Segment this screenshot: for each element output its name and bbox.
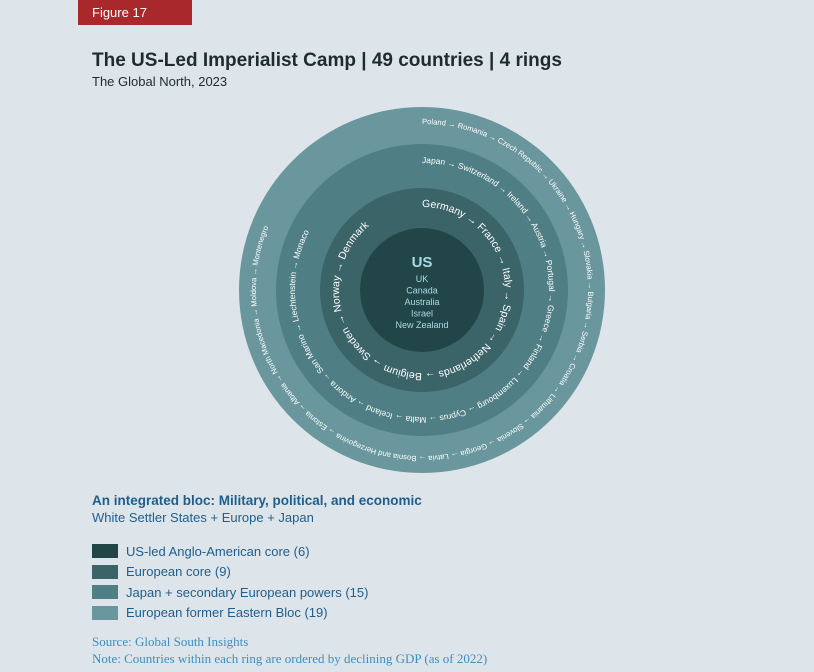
core-country-label: Australia <box>404 297 439 307</box>
legend: US-led Anglo-American core (6) European … <box>92 541 368 623</box>
legend-label: US-led Anglo-American core (6) <box>126 543 310 559</box>
footnote: Note: Countries within each ring are ord… <box>92 651 488 666</box>
core-country-label: UK <box>416 274 429 284</box>
legend-swatch <box>92 564 118 579</box>
core-country-label: Canada <box>406 286 438 296</box>
description-subheading: White Settler States + Europe + Japan <box>92 510 314 525</box>
core-title: US <box>412 254 433 271</box>
legend-swatch <box>92 544 118 559</box>
legend-label: European former Eastern Bloc (19) <box>126 605 328 621</box>
source-note: Source: Global South Insights <box>92 634 249 649</box>
description-heading: An integrated bloc: Military, political,… <box>92 493 422 508</box>
legend-item: US-led Anglo-American core (6) <box>92 541 368 562</box>
legend-swatch <box>92 585 118 600</box>
chart-title: The US-Led Imperialist Camp | 49 countri… <box>92 50 562 71</box>
legend-label: Japan + secondary European powers (15) <box>126 584 369 600</box>
legend-swatch <box>92 605 118 620</box>
core-country-label: Israel <box>411 309 433 319</box>
legend-item: Japan + secondary European powers (15) <box>92 582 368 603</box>
figure-label: Figure 17 <box>78 0 192 25</box>
legend-label: European core (9) <box>126 564 231 580</box>
chart-subtitle: The Global North, 2023 <box>92 74 228 89</box>
legend-item: European former Eastern Bloc (19) <box>92 603 368 624</box>
core-country-label: New Zealand <box>395 320 448 330</box>
concentric-rings-diagram: Poland → Romania → Czech Republic → Ukra… <box>239 107 605 473</box>
legend-item: European core (9) <box>92 562 368 583</box>
ring-anglo-core <box>360 228 484 352</box>
